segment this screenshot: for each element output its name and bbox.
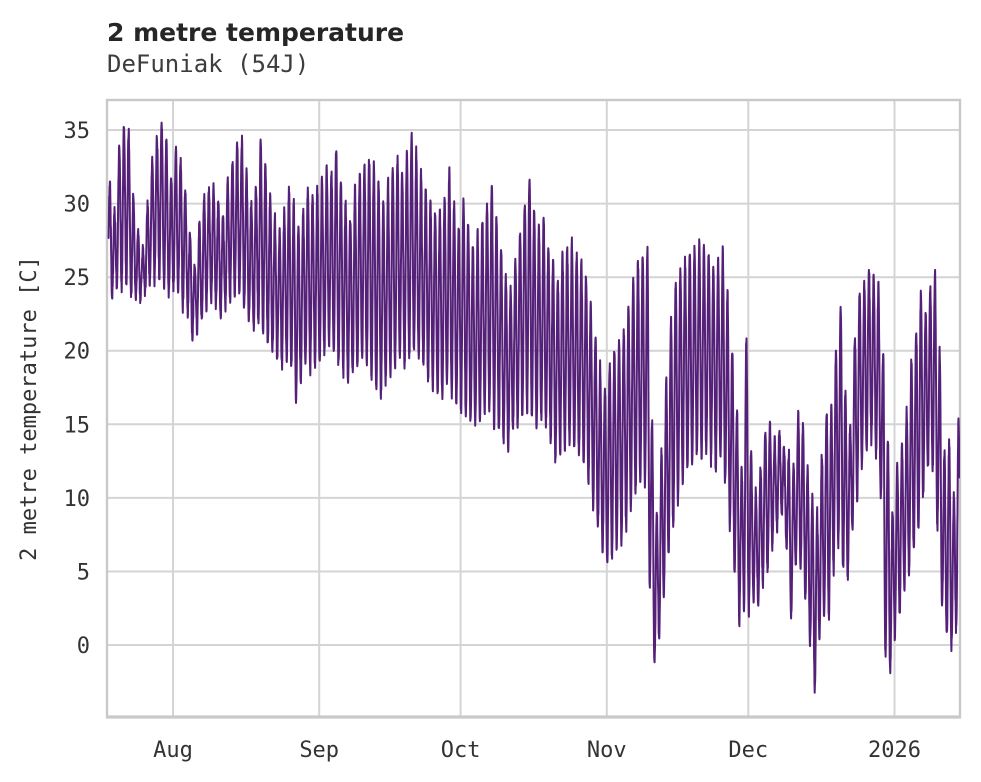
y-tick-label: 10 xyxy=(64,487,91,512)
y-tick-label: 15 xyxy=(64,413,91,438)
y-tick-label: 0 xyxy=(77,634,90,659)
y-axis-label: 2 metre temperature [C] xyxy=(17,256,42,561)
chart-title: 2 metre temperature xyxy=(107,18,405,47)
x-tick-label: Nov xyxy=(587,738,627,763)
y-tick-label: 25 xyxy=(64,266,91,291)
temperature-series-line xyxy=(107,121,960,694)
y-tick-label: 5 xyxy=(77,561,90,586)
y-tick-label: 30 xyxy=(64,193,91,218)
x-tick-label: Aug xyxy=(153,738,193,763)
chart-subtitle: DeFuniak (54J) xyxy=(107,50,310,78)
y-tick-label: 20 xyxy=(64,340,91,365)
x-tick-label: Sep xyxy=(299,738,339,763)
x-tick-label: Oct xyxy=(441,738,481,763)
x-tick-label: 2026 xyxy=(868,738,921,763)
x-tick-label: Dec xyxy=(728,738,768,763)
y-tick-label: 35 xyxy=(64,119,91,144)
